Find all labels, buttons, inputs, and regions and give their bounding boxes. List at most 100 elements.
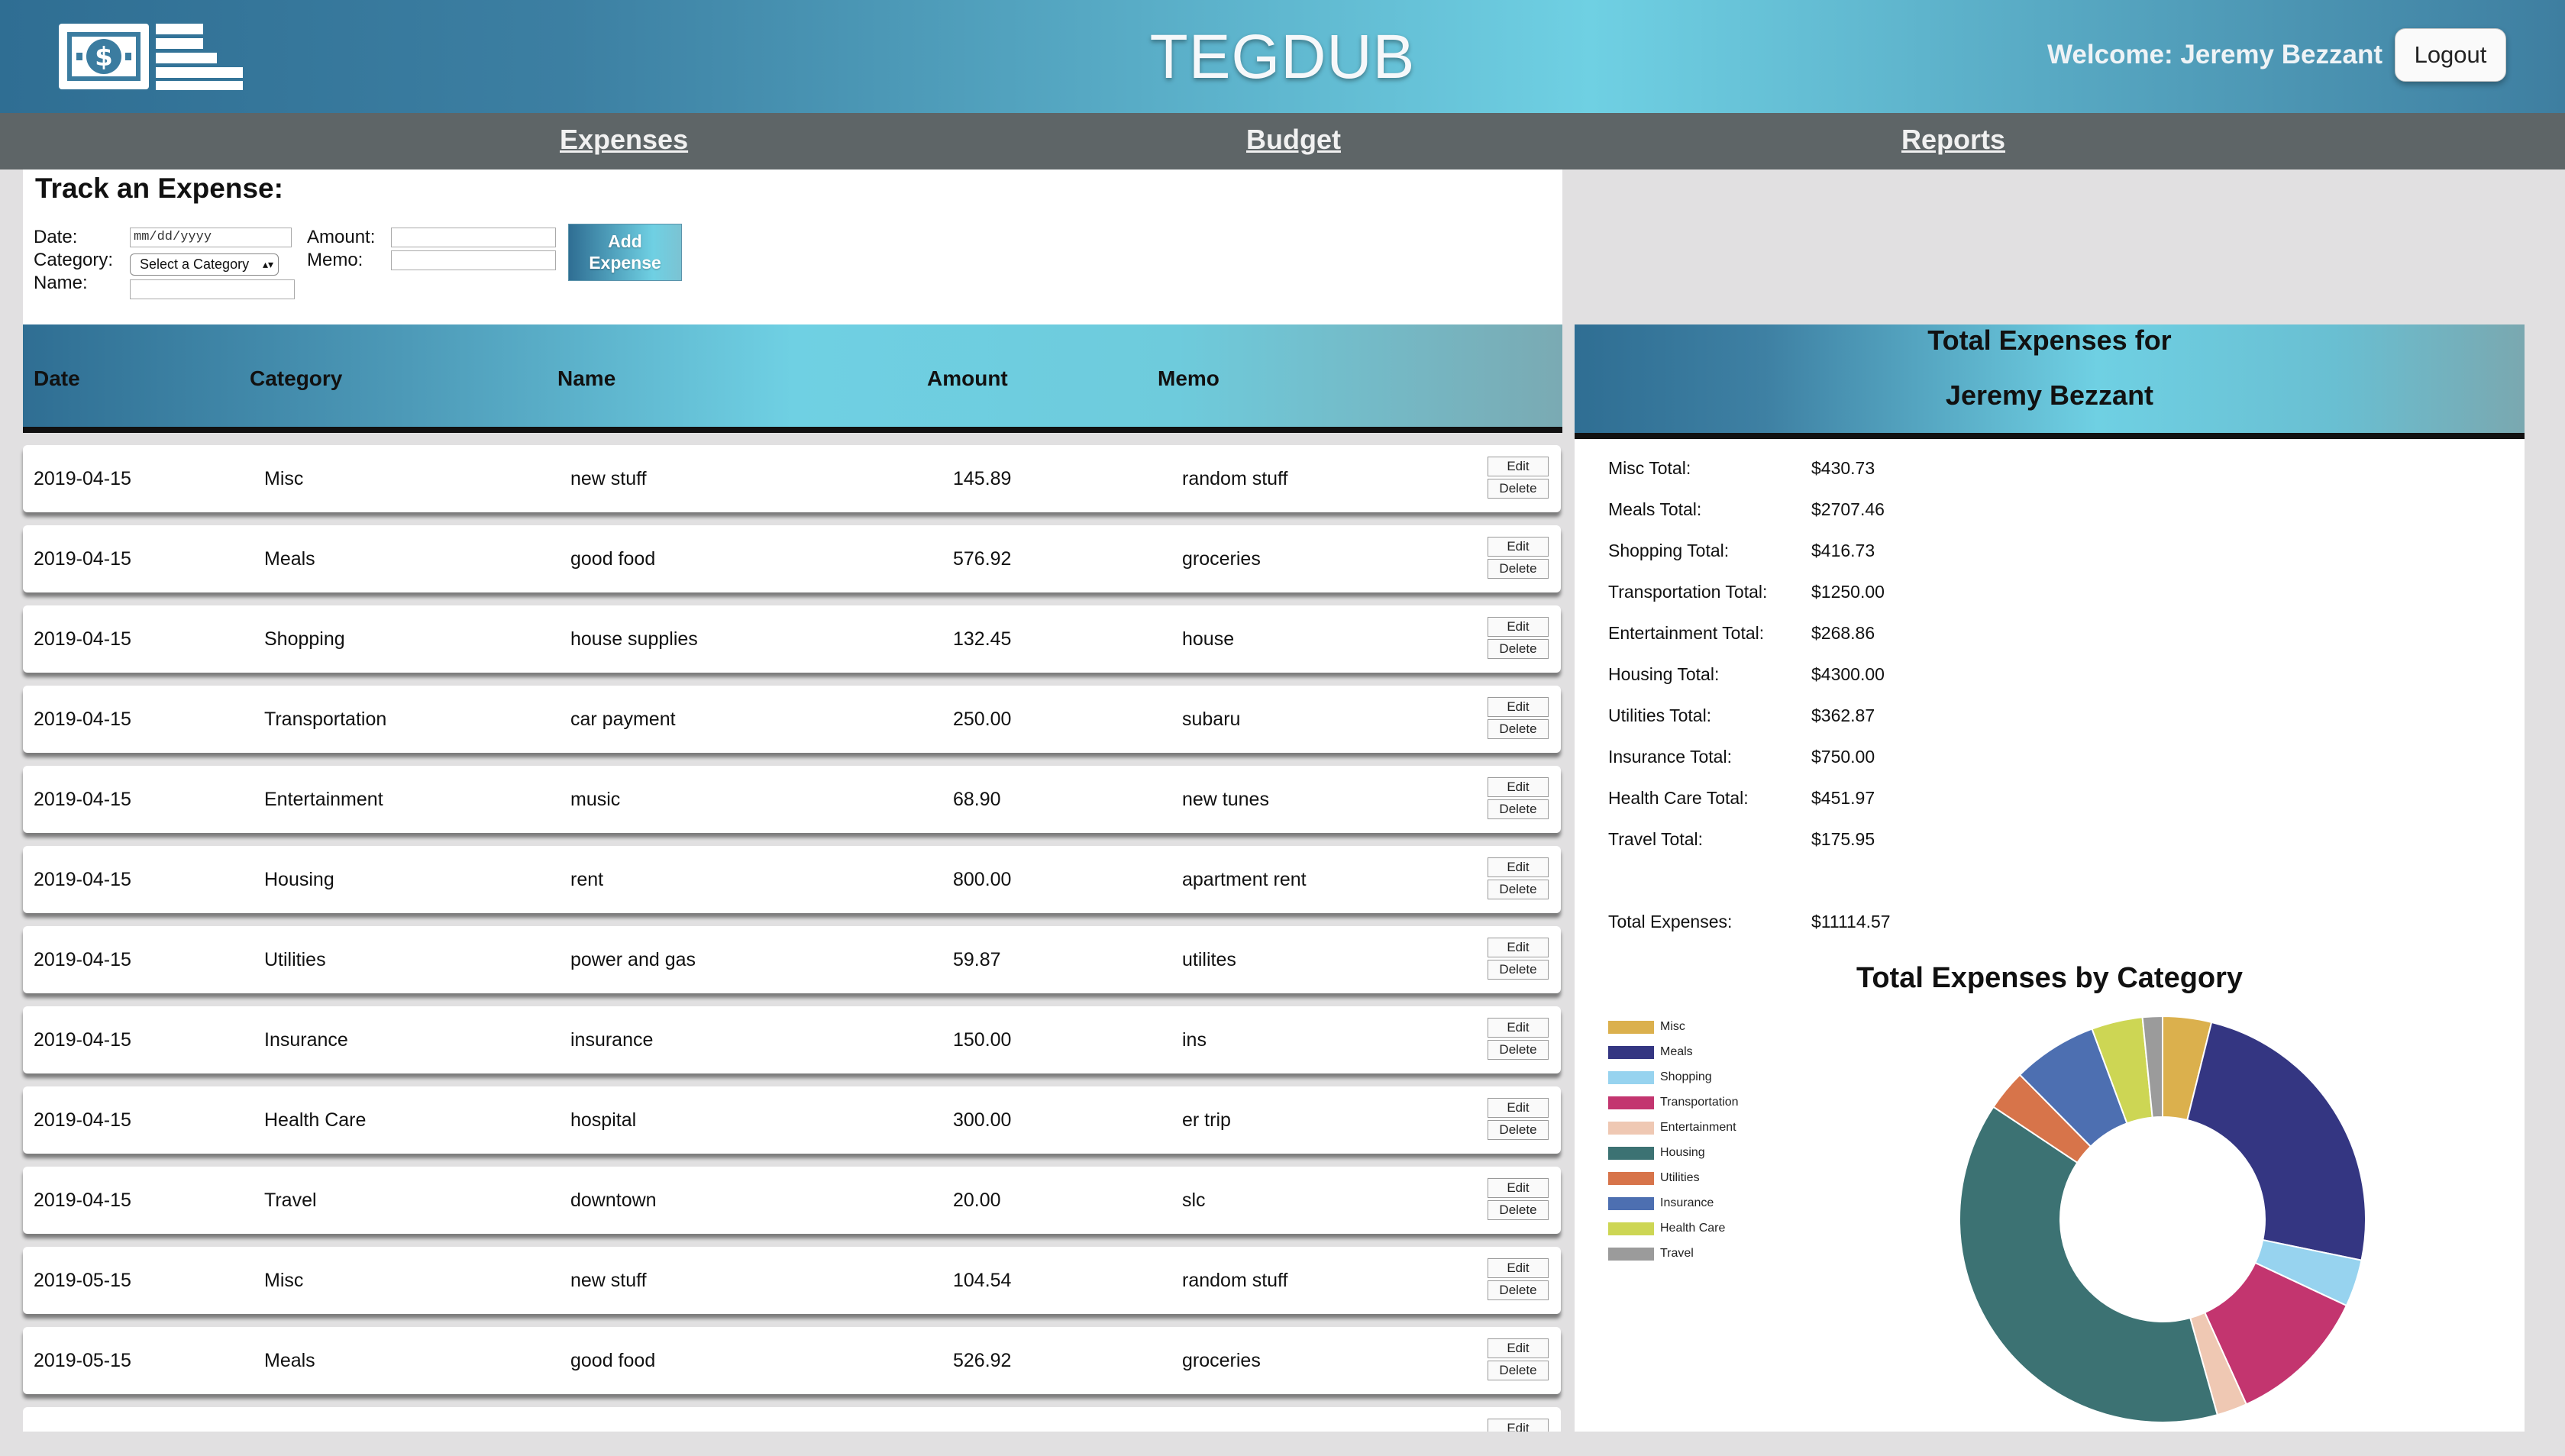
header-amount: Amount (927, 366, 1008, 390)
legend-swatch (1608, 1071, 1654, 1084)
row-name: insurance (570, 1029, 654, 1051)
add-expense-button[interactable]: Add Expense (568, 224, 682, 281)
delete-button[interactable]: Delete (1488, 880, 1549, 899)
legend-label: Insurance (1660, 1196, 1714, 1209)
row-name: downtown (570, 1190, 657, 1211)
row-name: good food (570, 548, 656, 570)
table-row: 2019-05-15 Misc new stuff 104.54 random … (23, 1247, 1561, 1314)
edit-button[interactable]: Edit (1488, 938, 1549, 957)
row-memo: subaru (1182, 709, 1241, 730)
donut-slice-housing[interactable] (1959, 1106, 2219, 1423)
table-row: 2019-04-15 Meals good food 576.92 grocer… (23, 525, 1561, 592)
row-memo: groceries (1182, 1350, 1261, 1371)
header-name: Name (557, 366, 616, 390)
delete-button[interactable]: Delete (1488, 559, 1549, 579)
legend-label: Transportation (1660, 1096, 1739, 1109)
row-date: 2019-05-15 (34, 1270, 131, 1291)
edit-button[interactable]: Edit (1488, 457, 1549, 476)
row-amount: 526.92 (953, 1350, 1012, 1371)
row-memo: apartment rent (1182, 869, 1307, 890)
category-select-value: Select a Category (140, 257, 250, 272)
delete-button[interactable]: Delete (1488, 1120, 1549, 1140)
row-memo: random stuff (1182, 468, 1288, 489)
edit-button[interactable]: Edit (1488, 777, 1549, 797)
total-value-misc: $430.73 (1811, 458, 1875, 478)
delete-button[interactable]: Delete (1488, 1361, 1549, 1380)
total-label-entertainment: Entertainment Total: (1608, 623, 1765, 643)
row-memo: house (1182, 628, 1235, 650)
track-expense-form: Track an Expense: Date: Category: Name: … (23, 169, 1562, 324)
row-date: 2019-04-15 (34, 789, 131, 810)
row-date: 2019-04-15 (34, 1190, 131, 1211)
add-button-line1: Add (608, 231, 642, 251)
legend-swatch (1608, 1172, 1654, 1185)
legend-swatch (1608, 1096, 1654, 1109)
edit-button[interactable]: Edit (1488, 1258, 1549, 1278)
delete-button[interactable]: Delete (1488, 1040, 1549, 1060)
edit-button[interactable]: Edit (1488, 1419, 1549, 1432)
delete-button[interactable]: Delete (1488, 479, 1549, 499)
total-value-entertainment: $268.86 (1811, 623, 1875, 643)
money-stack-icon[interactable]: $ (57, 21, 244, 92)
row-amount: 132.45 (953, 628, 1012, 650)
total-label-meals: Meals Total: (1608, 499, 1702, 519)
edit-button[interactable]: Edit (1488, 537, 1549, 557)
delete-button[interactable]: Delete (1488, 719, 1549, 739)
table-row: 2019-04-15 Misc new stuff 145.89 random … (23, 445, 1561, 512)
total-label-misc: Misc Total: (1608, 458, 1691, 478)
delete-button[interactable]: Delete (1488, 639, 1549, 659)
total-value-shopping: $416.73 (1811, 541, 1875, 560)
row-memo: groceries (1182, 548, 1261, 570)
edit-button[interactable]: Edit (1488, 857, 1549, 877)
total-label-transportation: Transportation Total: (1608, 582, 1768, 602)
row-amount: 59.87 (953, 949, 1001, 970)
total-label-insurance: Insurance Total: (1608, 747, 1732, 767)
row-name: house supplies (570, 628, 698, 650)
delete-button[interactable]: Delete (1488, 1200, 1549, 1220)
table-row: 2019-04-15 Shopping house supplies 132.4… (23, 605, 1561, 673)
legend-label: Travel (1660, 1247, 1694, 1260)
edit-button[interactable]: Edit (1488, 617, 1549, 637)
date-input[interactable]: mm/dd/yyyy (130, 228, 292, 247)
row-memo: slc (1182, 1190, 1206, 1211)
select-arrows-icon: ▴▾ (262, 258, 273, 270)
total-label-health-care: Health Care Total: (1608, 788, 1749, 808)
form-title: Track an Expense: (35, 173, 283, 204)
row-name: good food (570, 1350, 656, 1371)
nav-reports[interactable]: Reports (1901, 124, 2006, 155)
donut-slice-travel[interactable] (2141, 1015, 2163, 1119)
edit-button[interactable]: Edit (1488, 697, 1549, 717)
delete-button[interactable]: Delete (1488, 960, 1549, 980)
edit-button[interactable]: Edit (1488, 1178, 1549, 1198)
table-row: 2019-04-15 Housing rent 800.00 apartment… (23, 846, 1561, 913)
memo-input[interactable] (391, 250, 556, 270)
donut-slice-meals[interactable] (2186, 1021, 2366, 1261)
totals-panel: Total Expenses for Jeremy Bezzant Misc T… (1575, 324, 2525, 1432)
nav-expenses[interactable]: Expenses (560, 124, 689, 155)
legend-swatch (1608, 1222, 1654, 1235)
row-amount: 68.90 (953, 789, 1001, 810)
edit-button[interactable]: Edit (1488, 1338, 1549, 1358)
nav-budget[interactable]: Budget (1246, 124, 1341, 155)
row-amount: 145.89 (953, 468, 1012, 489)
category-select[interactable]: Select a Category ▴▾ (130, 253, 279, 276)
total-label-utilities: Utilities Total: (1608, 705, 1712, 725)
totals-title: Total Expenses for (1927, 324, 2172, 356)
category-label: Category: (34, 250, 114, 270)
edit-button[interactable]: Edit (1488, 1018, 1549, 1038)
legend-swatch (1608, 1122, 1654, 1135)
legend-label: Utilities (1660, 1171, 1700, 1184)
edit-button[interactable]: Edit (1488, 1098, 1549, 1118)
delete-button[interactable]: Delete (1488, 799, 1549, 819)
main-nav: Expenses Budget Reports (0, 113, 2565, 169)
delete-button[interactable]: Delete (1488, 1280, 1549, 1300)
total-label-shopping: Shopping Total: (1608, 541, 1730, 560)
row-memo: utilites (1182, 949, 1236, 970)
amount-input[interactable] (391, 228, 556, 247)
name-input[interactable] (130, 279, 295, 299)
row-memo: er trip (1182, 1109, 1231, 1131)
total-value-transportation: $1250.00 (1811, 582, 1885, 602)
table-row: 2019-04-15 Transportation car payment 25… (23, 686, 1561, 753)
row-date: 2019-04-15 (34, 1029, 131, 1051)
logout-button[interactable]: Logout (2395, 28, 2506, 82)
